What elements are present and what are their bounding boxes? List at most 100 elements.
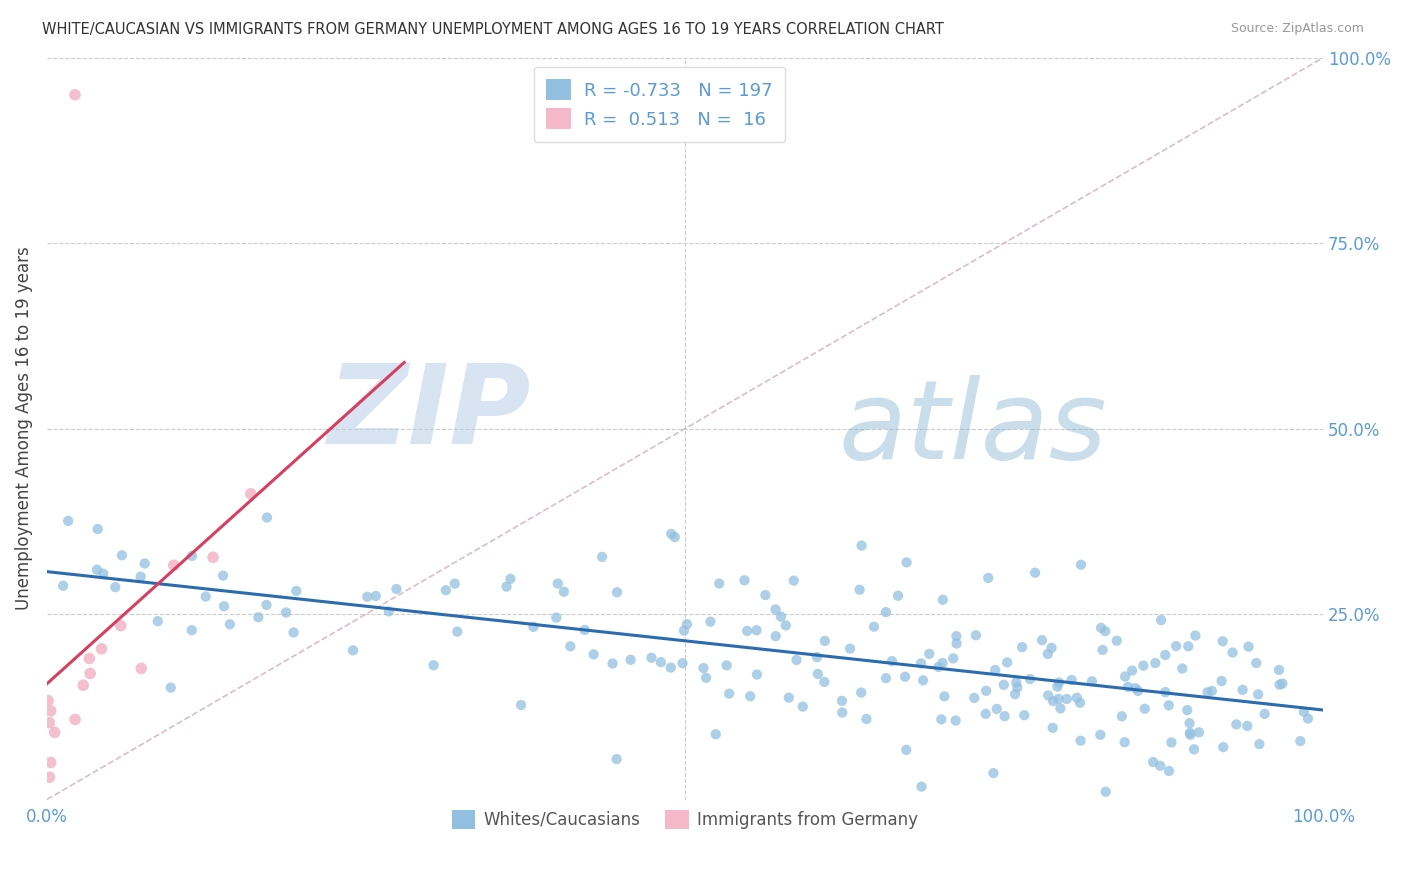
Point [560, 640, 582, 654]
Point [522, 620, 544, 634]
Point [159, 681, 181, 695]
Point [38, 715, 60, 730]
Point [385, 582, 408, 596]
Point [342, 643, 364, 657]
Legend: Whites/Caucasians, Immigrants from Germany: Whites/Caucasians, Immigrants from Germa… [446, 803, 925, 836]
Point [1289, 734, 1312, 748]
Point [1036, 647, 1059, 661]
Point [880, 654, 903, 668]
Point [1188, 725, 1211, 739]
Point [965, 628, 987, 642]
Point [709, 576, 731, 591]
Point [285, 583, 308, 598]
Point [1105, 633, 1128, 648]
Point [446, 624, 468, 639]
Point [1111, 709, 1133, 723]
Point [72, 678, 94, 692]
Point [1236, 719, 1258, 733]
Point [129, 661, 152, 675]
Point [945, 636, 967, 650]
Point [1069, 696, 1091, 710]
Point [945, 714, 967, 728]
Point [974, 706, 997, 721]
Point [704, 727, 727, 741]
Point [1184, 629, 1206, 643]
Point [606, 585, 628, 599]
Point [163, 558, 186, 573]
Point [851, 539, 873, 553]
Point [887, 589, 910, 603]
Point [1011, 640, 1033, 655]
Y-axis label: Unemployment Among Ages 16 to 19 years: Unemployment Among Ages 16 to 19 years [15, 247, 32, 610]
Point [1150, 613, 1173, 627]
Point [806, 650, 828, 665]
Point [63, 713, 86, 727]
Text: Source: ZipAtlas.com: Source: ZipAtlas.com [1230, 22, 1364, 36]
Point [983, 766, 1005, 780]
Point [212, 568, 235, 582]
Point [134, 557, 156, 571]
Point [659, 527, 682, 541]
Point [256, 510, 278, 524]
Point [606, 752, 628, 766]
Point [37, 693, 59, 707]
Point [1237, 640, 1260, 654]
Point [855, 712, 877, 726]
Point [602, 657, 624, 671]
Point [927, 660, 949, 674]
Point [110, 618, 132, 632]
Point [993, 678, 1015, 692]
Point [775, 618, 797, 632]
Point [945, 629, 967, 643]
Point [1047, 675, 1070, 690]
Point [1019, 672, 1042, 686]
Point [1225, 717, 1247, 731]
Point [1157, 698, 1180, 713]
Point [1114, 735, 1136, 749]
Point [1049, 701, 1071, 715]
Point [910, 780, 932, 794]
Point [1116, 680, 1139, 694]
Point [44, 725, 66, 739]
Point [194, 590, 217, 604]
Point [1253, 706, 1275, 721]
Point [38, 770, 60, 784]
Point [807, 667, 830, 681]
Point [202, 550, 225, 565]
Point [378, 604, 401, 618]
Point [671, 657, 693, 671]
Point [86, 563, 108, 577]
Point [894, 670, 917, 684]
Point [1070, 733, 1092, 747]
Point [1038, 689, 1060, 703]
Point [1133, 702, 1156, 716]
Point [1164, 639, 1187, 653]
Point [1160, 735, 1182, 749]
Point [499, 572, 522, 586]
Point [1171, 661, 1194, 675]
Point [814, 634, 837, 648]
Point [659, 660, 682, 674]
Point [1222, 646, 1244, 660]
Point [1154, 648, 1177, 662]
Point [582, 648, 605, 662]
Point [875, 605, 897, 619]
Point [863, 620, 886, 634]
Point [1154, 685, 1177, 699]
Point [510, 698, 533, 712]
Point [283, 625, 305, 640]
Point [1070, 558, 1092, 572]
Point [929, 712, 952, 726]
Point [1249, 737, 1271, 751]
Point [1142, 755, 1164, 769]
Point [1066, 690, 1088, 705]
Point [620, 653, 643, 667]
Point [934, 690, 956, 704]
Text: ZIP: ZIP [329, 360, 531, 467]
Point [745, 624, 768, 638]
Point [792, 699, 814, 714]
Point [1182, 742, 1205, 756]
Point [1175, 703, 1198, 717]
Point [831, 694, 853, 708]
Text: atlas: atlas [838, 376, 1107, 482]
